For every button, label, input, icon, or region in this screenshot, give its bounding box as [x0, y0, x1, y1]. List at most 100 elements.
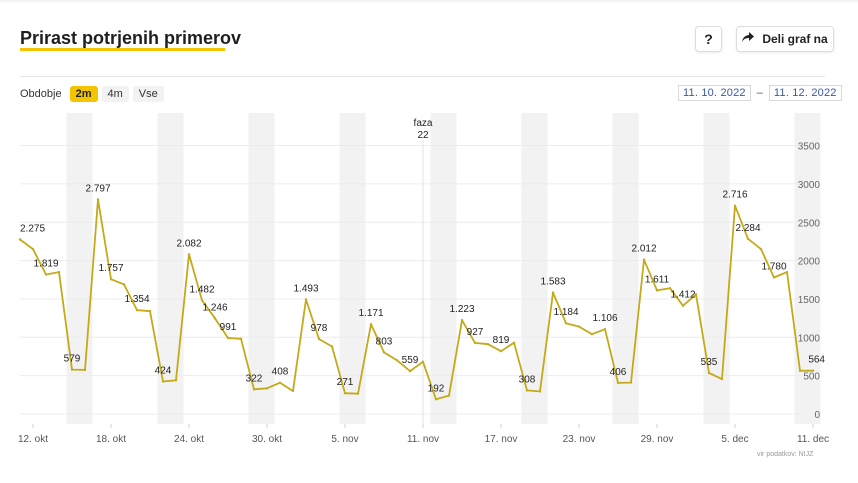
y-tick-label: 3500 [798, 142, 821, 153]
data-label: 579 [64, 354, 81, 365]
data-point [590, 333, 594, 336]
data-point [564, 321, 568, 325]
data-point [486, 343, 490, 346]
data-point [265, 387, 269, 390]
period-option-all[interactable]: Vse [132, 86, 164, 102]
header-divider [20, 76, 825, 77]
y-tick-label: 1500 [798, 295, 821, 306]
data-label: 564 [808, 355, 825, 366]
data-point [629, 381, 633, 384]
data-label: 2.284 [735, 223, 760, 234]
line-chart: 0 500 1000 1500 2000 2500 3000 3500 12. okt 18. o… [18, 113, 829, 445]
data-point [278, 381, 282, 384]
period-selector: Obdobje 2m 4m Vse [20, 86, 164, 102]
data-point [304, 298, 308, 301]
data-point [772, 276, 776, 279]
data-point [720, 377, 724, 381]
data-point [161, 380, 165, 383]
data-point [317, 337, 321, 341]
data-label: 1.780 [761, 261, 786, 272]
share-label: Deli graf na [762, 32, 828, 46]
date-to-input[interactable]: 11. 12. 2022 [768, 85, 842, 101]
data-label: 2.275 [20, 224, 45, 235]
data-point [421, 360, 425, 364]
data-point [200, 299, 204, 302]
data-point [382, 351, 386, 354]
data-point [694, 293, 698, 296]
y-tick-label: 2000 [798, 257, 821, 268]
data-label: 1.819 [33, 258, 58, 269]
data-label: 1.184 [553, 307, 578, 318]
data-point [291, 389, 295, 393]
data-label: 819 [493, 335, 510, 346]
x-tick-label: 30. okt [252, 434, 282, 445]
annotation-label: faza [414, 118, 433, 129]
weekend-band [612, 113, 639, 424]
data-label: 271 [337, 377, 354, 388]
data-label: 406 [610, 367, 627, 378]
data-label: 408 [272, 367, 289, 378]
help-button[interactable]: ? [695, 26, 722, 52]
weekend-band [66, 113, 93, 424]
data-point [135, 308, 139, 312]
data-point [356, 392, 360, 395]
data-label: 535 [701, 357, 718, 368]
data-point [798, 369, 802, 372]
data-point [239, 337, 243, 341]
data-point [213, 317, 217, 320]
period-option-4m[interactable]: 4m [101, 86, 129, 102]
x-tick-label: 11. dec [797, 434, 829, 445]
data-point [473, 341, 477, 345]
weekend-band [703, 113, 730, 424]
data-point [122, 283, 126, 286]
y-tick-label: 1000 [798, 333, 821, 344]
data-point [811, 369, 815, 372]
data-point [330, 345, 334, 348]
data-point [642, 258, 646, 261]
share-icon [742, 32, 755, 46]
period-option-2m[interactable]: 2m [69, 86, 98, 102]
data-label: 1.482 [189, 284, 214, 295]
x-tick-label: 24. okt [174, 434, 204, 445]
data-label: 803 [376, 336, 393, 347]
data-label: 424 [155, 365, 172, 376]
data-point [499, 349, 503, 353]
data-point [96, 198, 100, 201]
y-tick-label: 0 [814, 410, 820, 421]
top-border [0, 0, 858, 2]
data-point [226, 336, 230, 340]
period-label: Obdobje [20, 88, 62, 100]
x-tick-label: 17. nov [485, 434, 518, 445]
data-point [577, 325, 581, 328]
data-point [525, 389, 529, 392]
data-label: 1.246 [202, 302, 227, 313]
y-tick-label: 2500 [798, 218, 821, 229]
x-tick-label: 11. nov [407, 434, 439, 445]
weekend-band [794, 113, 821, 424]
data-point [18, 238, 22, 241]
data-label: 2.716 [722, 190, 747, 201]
data-label: 308 [519, 374, 536, 385]
data-label: 1.171 [358, 308, 383, 319]
data-point [655, 289, 659, 292]
data-label: 1.611 [645, 274, 670, 285]
data-label: 559 [402, 355, 419, 366]
data-point [109, 278, 113, 281]
share-button[interactable]: Deli graf na [736, 26, 834, 52]
date-from-input[interactable]: 11. 10. 2022 [678, 85, 751, 101]
data-point [343, 392, 347, 395]
series-line [19, 198, 813, 401]
x-tick-label: 29. nov [641, 434, 674, 445]
help-label: ? [704, 31, 713, 47]
data-label: 1.223 [449, 304, 474, 315]
data-point [44, 273, 48, 276]
data-point [538, 390, 542, 393]
data-point [616, 381, 620, 385]
x-tick-label: 5. nov [331, 434, 358, 445]
data-label: 1.412 [670, 290, 695, 301]
data-point [785, 270, 789, 274]
data-label: 991 [220, 322, 237, 333]
date-separator: – [756, 87, 763, 99]
data-label: 322 [246, 373, 263, 384]
x-tick-label: 23. nov [563, 434, 596, 445]
